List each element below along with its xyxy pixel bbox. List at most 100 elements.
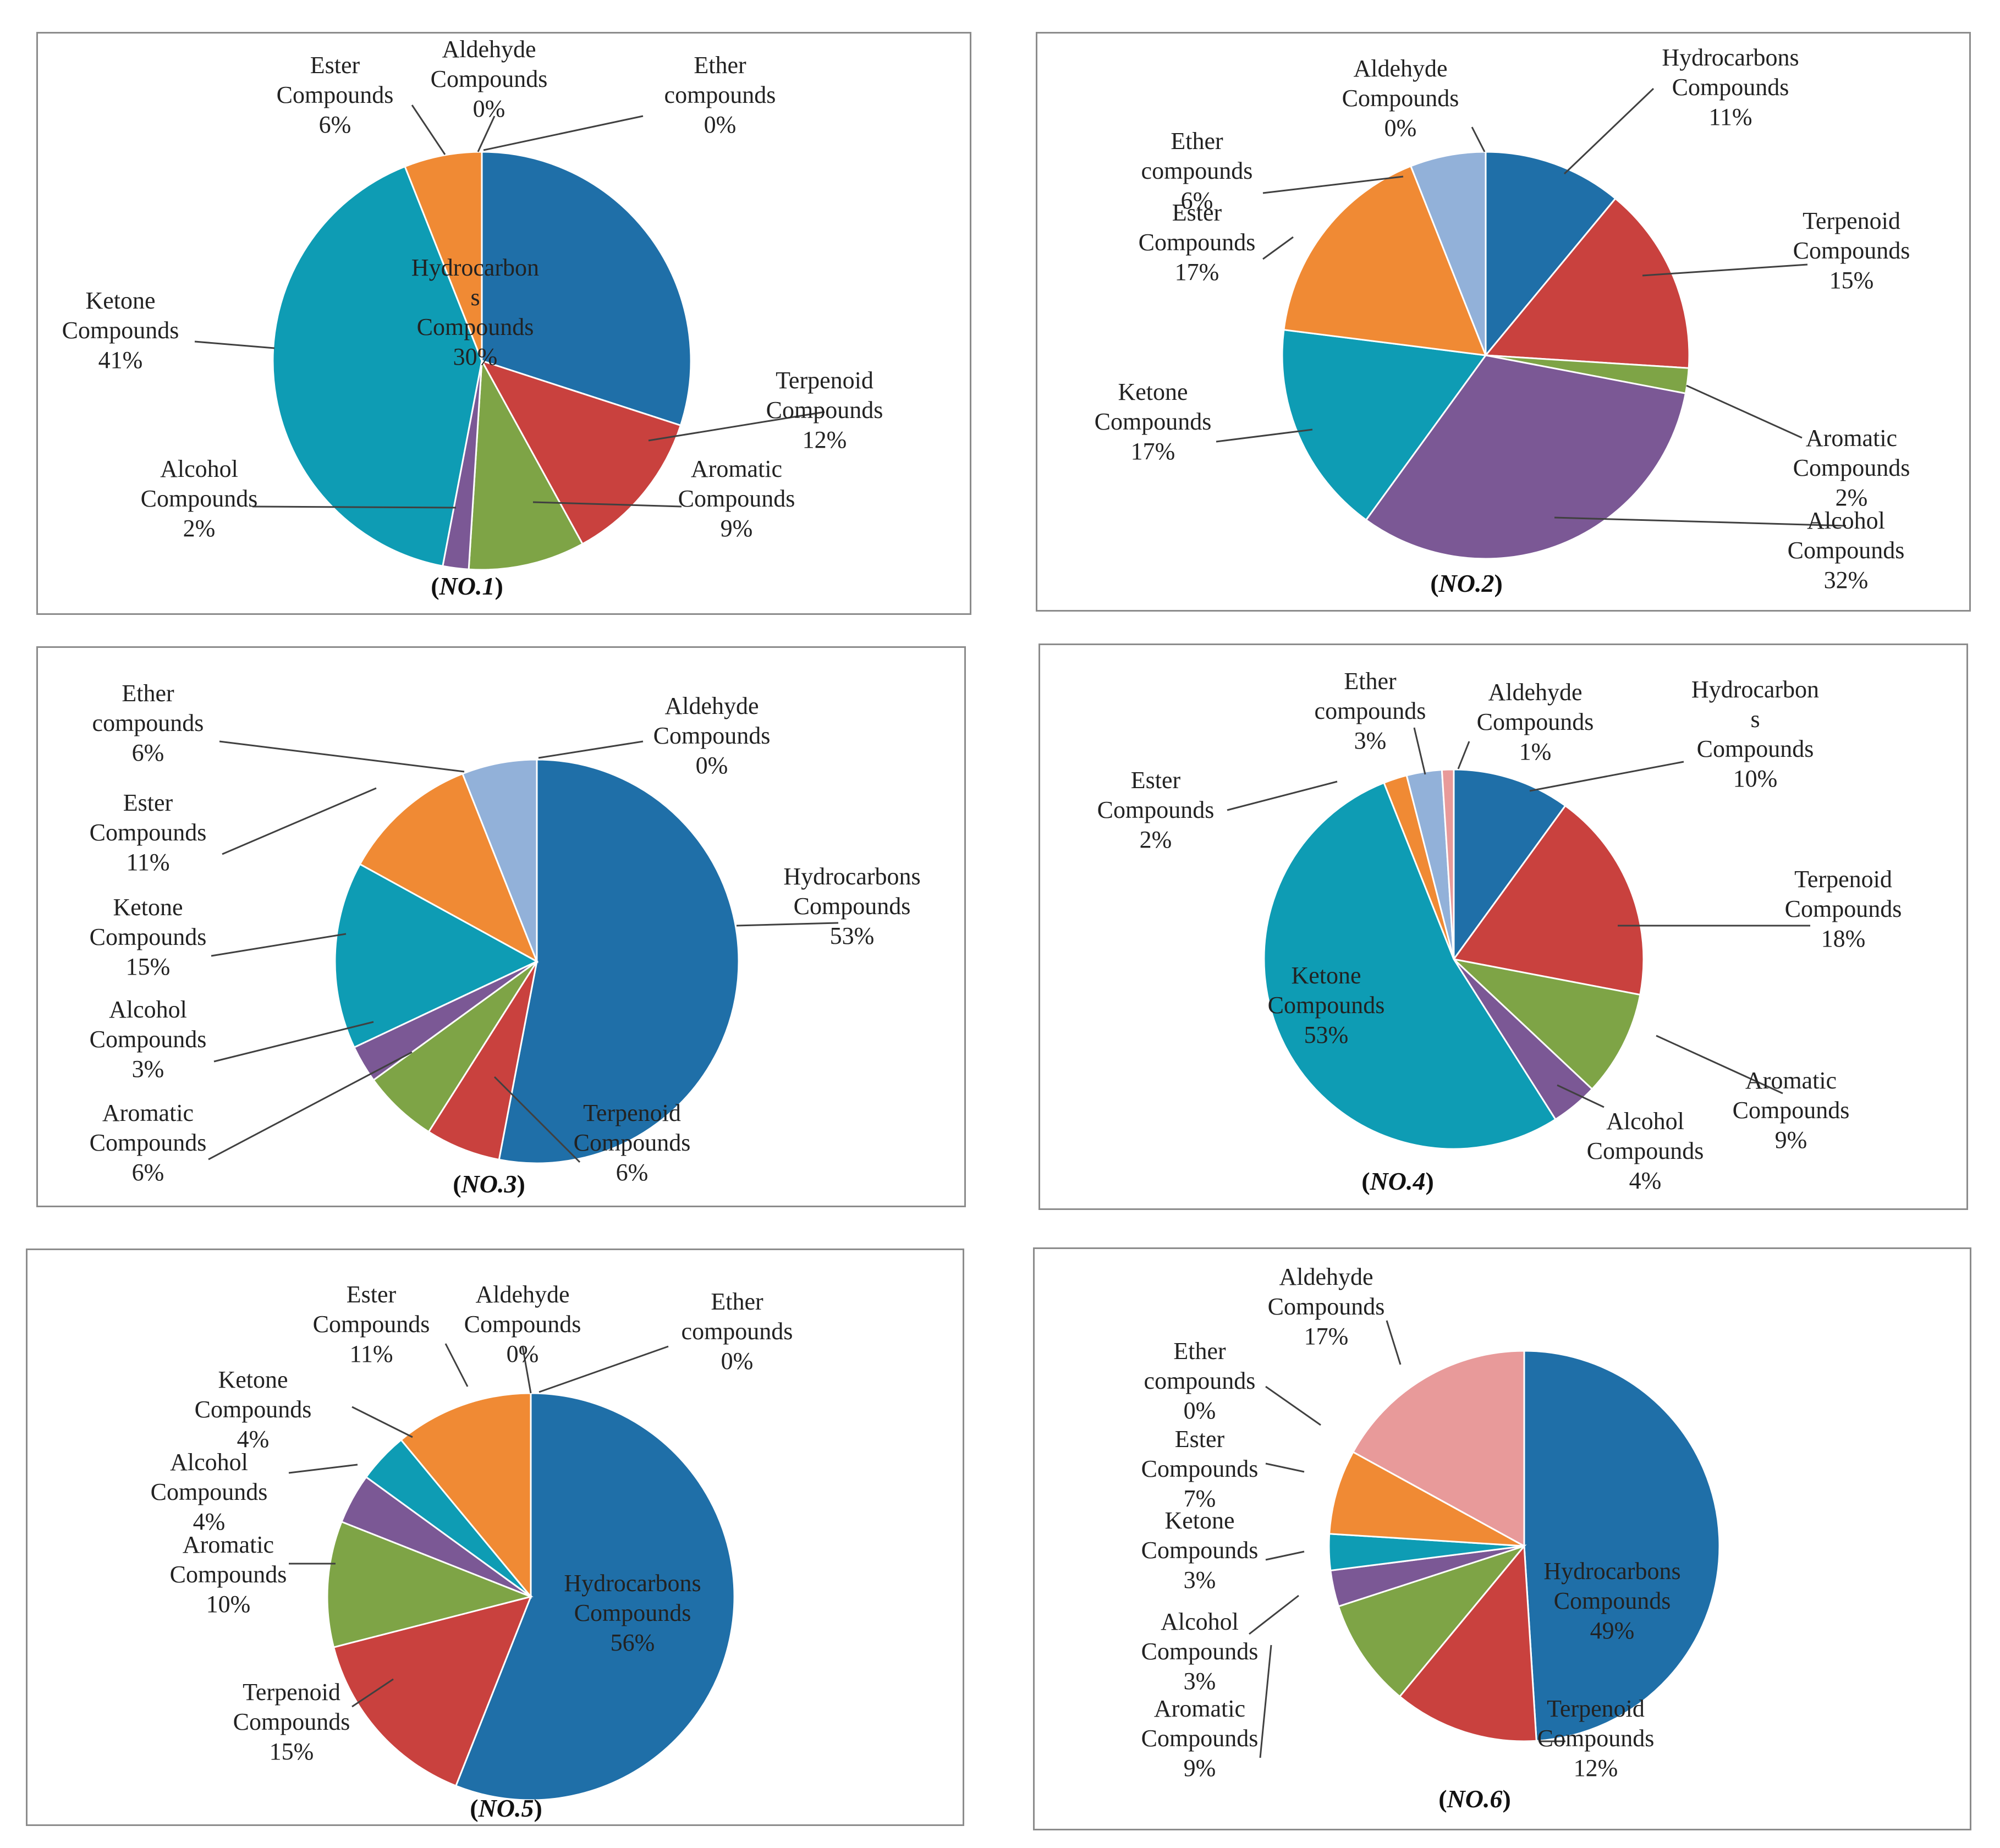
leader-line-alcohol-compounds xyxy=(213,1021,374,1063)
slice-label-aromatic-compounds: Aromatic Compounds 9% xyxy=(1733,1067,1850,1153)
leader-line-terpenoid-compounds xyxy=(493,1076,581,1163)
pie-chart-no-5: Hydrocarbons Compounds 56% Terpenoid Compoun… xyxy=(26,1248,964,1826)
pie-slice-ketone-compounds xyxy=(1263,782,1557,1150)
leader-line-ester-compounds xyxy=(1262,236,1294,260)
pie-slice-terpenoid-compounds xyxy=(332,1595,532,1787)
slice-label-ether-compounds: Ether compounds 3% xyxy=(1315,668,1426,754)
leader-line-aldehyde-compounds xyxy=(1386,1320,1402,1365)
pie-slice-hydrocarbons-compounds xyxy=(481,151,692,427)
leader-line-aromatic-compounds xyxy=(1656,1035,1783,1094)
slice-label-aromatic-compounds: Aromatic Compounds 6% xyxy=(90,1099,207,1186)
slice-label-hydrocarbons-compounds: Hydrocarbon s Compounds 30% xyxy=(411,254,539,370)
pie-slice-aromatic-compounds xyxy=(1451,958,1641,1091)
slice-label-alcohol-compounds: Alcohol Compounds 4% xyxy=(151,1449,268,1535)
slice-label-aldehyde-compounds: Aldehyde Compounds 0% xyxy=(1342,55,1459,141)
pie-chart-no-4-svg: Hydrocarbon s Compounds 10% Terpenoid Compoun… xyxy=(1097,668,1902,1195)
chart-caption: (NO.2) xyxy=(1430,569,1503,597)
pie-slice-terpenoid-compounds xyxy=(1452,804,1645,996)
pie-slice-ester-compounds xyxy=(1328,1450,1525,1547)
pie-slice-aromatic-compounds xyxy=(372,960,538,1133)
slice-label-aldehyde-compounds: Aldehyde Compounds 17% xyxy=(1268,1263,1385,1350)
slice-label-hydrocarbons-compounds: Hydrocarbon s Compounds 10% xyxy=(1691,676,1819,792)
slice-label-aldehyde-compounds: Aldehyde Compounds 0% xyxy=(431,36,548,122)
chart-caption: (NO.4) xyxy=(1361,1167,1434,1195)
pie-slice-terpenoid-compounds xyxy=(427,961,538,1161)
slice-label-aromatic-compounds: Aromatic Compounds 10% xyxy=(170,1531,287,1618)
pie-slice-ether-compounds xyxy=(461,758,538,962)
slice-label-ketone-compounds: Ketone Compounds 53% xyxy=(1268,962,1385,1048)
slice-label-alcohol-compounds: Alcohol Compounds 2% xyxy=(141,455,258,542)
leader-line-ether-compounds xyxy=(1265,1385,1321,1426)
pie-slice-ester-compounds xyxy=(404,151,483,361)
leader-line-aldehyde-compounds xyxy=(1471,127,1486,152)
leader-line-alcohol-compounds xyxy=(1557,1084,1605,1108)
pie-slice-aldehyde-compounds xyxy=(1441,768,1455,960)
slice-label-alcohol-compounds: Alcohol Compounds 4% xyxy=(1587,1108,1704,1194)
slice-label-ether-compounds: Ether compounds 6% xyxy=(92,680,204,766)
slice-label-aromatic-compounds: Aromatic Compounds 2% xyxy=(1793,425,1910,511)
leader-line-aldehyde-compounds xyxy=(521,1346,532,1394)
slice-label-alcohol-compounds: Alcohol Compounds 3% xyxy=(1141,1608,1259,1695)
pie-slice-terpenoid-compounds xyxy=(1483,197,1690,369)
slice-label-hydrocarbons-compounds: Hydrocarbons Compounds 56% xyxy=(564,1570,701,1656)
slice-label-ester-compounds: Ester Compounds 11% xyxy=(90,789,207,876)
slice-label-ether-compounds: Ether compounds 0% xyxy=(682,1288,793,1374)
pie-slice-ester-compounds xyxy=(400,1392,532,1599)
slice-label-alcohol-compounds: Alcohol Compounds 3% xyxy=(90,996,207,1082)
slice-label-ketone-compounds: Ketone Compounds 41% xyxy=(62,287,179,373)
leader-line-ether-compounds xyxy=(539,1345,669,1393)
leader-line-ketone-compounds xyxy=(1216,428,1313,443)
pie-slice-hydrocarbons-compounds xyxy=(454,1392,735,1801)
slice-label-terpenoid-compounds: Terpenoid Compounds 12% xyxy=(1537,1695,1655,1781)
leader-line-ester-compounds xyxy=(444,1343,469,1387)
slice-label-aldehyde-compounds: Aldehyde Compounds 0% xyxy=(653,692,771,779)
slice-label-hydrocarbons-compounds: Hydrocarbons Compounds 11% xyxy=(1662,44,1799,130)
pie-slice-hydrocarbons-compounds xyxy=(1453,768,1567,962)
leader-line-ester-compounds xyxy=(222,787,377,855)
pie-slice-aromatic-compounds xyxy=(468,358,584,571)
leader-line-ester-compounds xyxy=(1265,1462,1305,1473)
slice-label-terpenoid-compounds: Terpenoid Compounds 12% xyxy=(766,367,883,453)
slice-label-alcohol-compounds: Alcohol Compounds 32% xyxy=(1788,507,1905,593)
leader-line-ester-compounds xyxy=(411,105,446,155)
slice-label-terpenoid-compounds: Terpenoid Compounds 18% xyxy=(1785,866,1902,952)
pie-chart-no-3: Hydrocarbons Compounds 53% Terpenoid Compoun… xyxy=(36,646,966,1207)
leader-line-terpenoid-compounds xyxy=(648,411,825,442)
slice-label-terpenoid-compounds: Terpenoid Compounds 15% xyxy=(233,1679,350,1765)
slice-label-hydrocarbons-compounds: Hydrocarbons Compounds 53% xyxy=(783,863,920,949)
slice-label-ester-compounds: Ester Compounds 6% xyxy=(277,52,394,138)
slice-label-ester-compounds: Ester Compounds 7% xyxy=(1141,1426,1259,1512)
leader-line-hydrocarbons-compounds xyxy=(736,922,839,927)
pie-chart-no-6: Hydrocarbons Compounds 49% Terpenoid Compoun… xyxy=(1033,1247,1971,1830)
leader-line-alcohol-compounds xyxy=(288,1464,358,1474)
pie-chart-no-5-svg: Hydrocarbons Compounds 56% Terpenoid Compoun… xyxy=(151,1281,793,1822)
leader-line-ketone-compounds xyxy=(194,340,275,349)
slice-label-hydrocarbons-compounds: Hydrocarbons Compounds 49% xyxy=(1543,1558,1680,1644)
slice-label-ketone-compounds: Ketone Compounds 15% xyxy=(90,894,207,980)
pie-slice-alcohol-compounds xyxy=(1365,354,1687,560)
leader-line-ether-compounds xyxy=(1413,727,1426,775)
leader-line-aldehyde-compounds xyxy=(477,116,496,152)
leader-line-aromatic-compounds xyxy=(1259,1645,1272,1758)
leader-line-aldehyde-compounds xyxy=(538,740,644,759)
pie-chart-no-6-svg: Hydrocarbons Compounds 49% Terpenoid Compoun… xyxy=(1141,1263,1721,1813)
leader-line-alcohol-compounds xyxy=(1249,1594,1299,1635)
pie-slice-hydrocarbons-compounds xyxy=(1485,151,1617,358)
leader-line-aromatic-compounds xyxy=(1686,384,1803,439)
chart-caption: (NO.5) xyxy=(470,1794,542,1822)
leader-line-terpenoid-compounds xyxy=(1642,263,1808,277)
pie-slice-hydrocarbons-compounds xyxy=(1523,1350,1721,1742)
slice-label-aromatic-compounds: Aromatic Compounds 9% xyxy=(678,455,795,542)
pie-slice-terpenoid-compounds xyxy=(480,359,682,546)
pie-slice-ester-compounds xyxy=(359,772,539,964)
pie-chart-no-2: Hydrocarbons Compounds 11% Terpenoid Compoun… xyxy=(1036,32,1971,612)
slice-label-aldehyde-compounds: Aldehyde Compounds 0% xyxy=(464,1281,581,1367)
leader-line-hydrocarbons-compounds xyxy=(1563,87,1655,175)
leader-line-alcohol-compounds xyxy=(252,505,457,509)
slice-label-ketone-compounds: Ketone Compounds 3% xyxy=(1141,1507,1259,1593)
slice-label-ester-compounds: Ester Compounds 17% xyxy=(1139,199,1256,285)
slice-label-terpenoid-compounds: Terpenoid Compounds 6% xyxy=(574,1099,691,1186)
pie-chart-no-4: Hydrocarbon s Compounds 10% Terpenoid Compoun… xyxy=(1039,644,1968,1210)
leader-line-ether-compounds xyxy=(219,740,465,773)
chart-caption: (NO.6) xyxy=(1438,1785,1511,1813)
